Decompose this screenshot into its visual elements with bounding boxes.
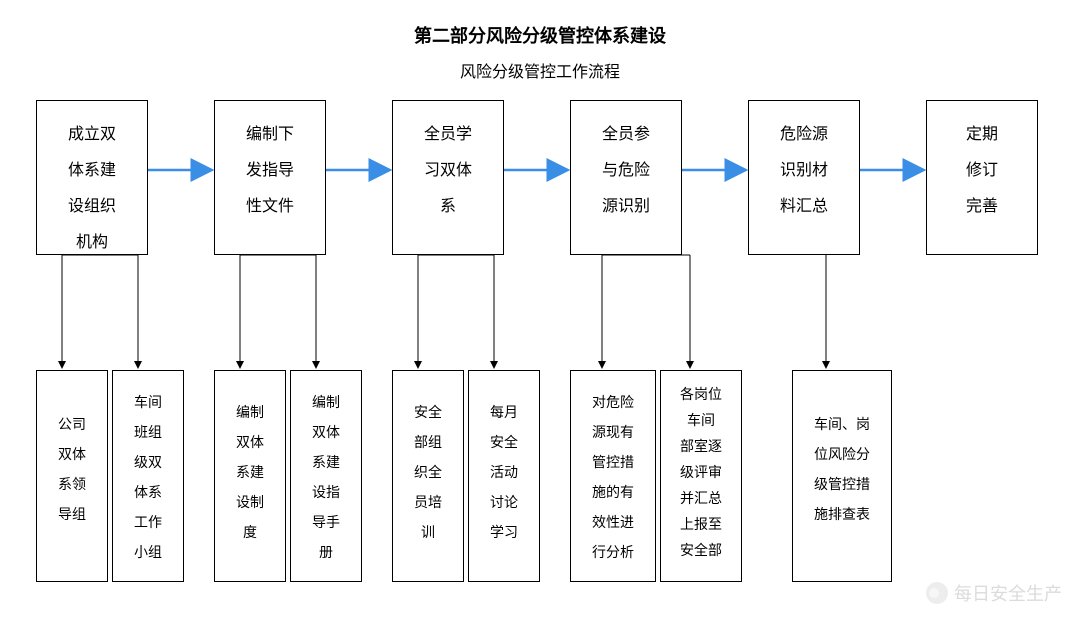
flow-node-line: 上报至: [680, 513, 722, 539]
flow-node-line: 体系建: [68, 153, 116, 189]
flow-node-line: 双体: [236, 429, 264, 459]
flow-node-line: 全员学: [424, 117, 472, 153]
flow-node-line: 系建: [312, 449, 340, 479]
flow-node: 编制双体系建设制度: [214, 370, 286, 582]
flow-node: 编制下发指导性文件: [214, 100, 326, 255]
flow-node: 车间、岗位风险分级管控措施排查表: [792, 370, 892, 582]
page-title: 第二部分风险分级管控体系建设: [0, 22, 1080, 48]
flow-node-line: 编制: [236, 399, 264, 429]
flow-node-line: 车间、岗: [814, 411, 870, 441]
flow-node-line: 训: [421, 519, 435, 549]
flow-node-line: 系: [440, 189, 456, 225]
flow-node-line: 系领: [58, 471, 86, 501]
flow-node-line: 度: [243, 519, 257, 549]
flow-node-line: 行分析: [592, 539, 634, 569]
flow-node-line: 机构: [76, 225, 108, 261]
flow-node-line: 双体: [312, 419, 340, 449]
flow-node-line: 源现有: [592, 419, 634, 449]
flow-node: 编制双体系建设指导手册: [290, 370, 362, 582]
flow-node-line: 员培: [414, 489, 442, 519]
flow-node-line: 施排查表: [814, 501, 870, 531]
flow-node-line: 设制: [236, 489, 264, 519]
flow-node-line: 班组: [134, 419, 162, 449]
watermark: 每日安全生产: [926, 580, 1062, 606]
flow-node-line: 效性进: [592, 509, 634, 539]
flow-node-line: 并汇总: [680, 487, 722, 513]
flow-node-line: 各岗位: [680, 383, 722, 409]
flow-node-line: 定期: [966, 117, 998, 153]
flow-node-line: 体系: [134, 479, 162, 509]
flow-node-line: 讨论: [490, 489, 518, 519]
flow-node-line: 导组: [58, 501, 86, 531]
flow-node-line: 危险源: [780, 117, 828, 153]
flow-node: 公司双体系领导组: [36, 370, 108, 582]
flow-node-line: 册: [319, 539, 333, 569]
flow-node-line: 安全: [490, 429, 518, 459]
flow-node-line: 级管控措: [814, 471, 870, 501]
flow-node-line: 位风险分: [814, 441, 870, 471]
flow-node-line: 工作: [134, 509, 162, 539]
flow-node: 安全部组织全员培训: [392, 370, 464, 582]
flow-node-line: 完善: [966, 189, 998, 225]
flow-node: 定期修订完善: [926, 100, 1038, 255]
flow-node-line: 双体: [58, 441, 86, 471]
flow-node: 成立双体系建设组织机构: [36, 100, 148, 255]
flow-node-line: 系建: [236, 459, 264, 489]
flow-node-line: 织全: [414, 459, 442, 489]
flow-node: 全员学习双体系: [392, 100, 504, 255]
flow-node-line: 安全部: [680, 539, 722, 565]
flow-node-line: 修订: [966, 153, 998, 189]
flow-node-line: 全员参: [602, 117, 650, 153]
flow-node-line: 性文件: [246, 189, 294, 225]
watermark-text: 每日安全生产: [954, 580, 1062, 606]
flow-node-line: 源识别: [602, 189, 650, 225]
flow-node-line: 导手: [312, 509, 340, 539]
flow-node-line: 设组织: [68, 189, 116, 225]
flow-node-line: 公司: [58, 411, 86, 441]
wechat-icon: [926, 582, 948, 604]
flow-node: 车间班组级双体系工作小组: [112, 370, 184, 582]
flow-node: 危险源识别材料汇总: [748, 100, 860, 255]
page-subtitle: 风险分级管控工作流程: [0, 58, 1080, 82]
flow-node-line: 小组: [134, 539, 162, 569]
flow-node-line: 识别材: [780, 153, 828, 189]
flow-node-line: 级双: [134, 449, 162, 479]
flow-node-line: 每月: [490, 399, 518, 429]
flow-node-line: 车间: [687, 409, 715, 435]
flow-node-line: 习双体: [424, 153, 472, 189]
flow-node-line: 管控措: [592, 449, 634, 479]
flow-node-line: 学习: [490, 519, 518, 549]
flow-node-line: 成立双: [68, 117, 116, 153]
flow-node-line: 与危险: [602, 153, 650, 189]
flow-node: 各岗位车间部室逐级评审并汇总上报至安全部: [660, 370, 742, 582]
flow-node-line: 对危险: [592, 389, 634, 419]
flow-node-line: 编制: [312, 389, 340, 419]
flow-node-line: 活动: [490, 459, 518, 489]
flow-node-line: 部室逐: [680, 435, 722, 461]
flow-node-line: 级评审: [680, 461, 722, 487]
flow-node: 全员参与危险源识别: [570, 100, 682, 255]
flow-node-line: 编制下: [246, 117, 294, 153]
flow-node: 每月安全活动讨论学习: [468, 370, 540, 582]
flow-node-line: 安全: [414, 399, 442, 429]
flow-node: 对危险源现有管控措施的有效性进行分析: [570, 370, 656, 582]
flow-node-line: 发指导: [246, 153, 294, 189]
flow-node-line: 部组: [414, 429, 442, 459]
flow-node-line: 设指: [312, 479, 340, 509]
flow-node-line: 车间: [134, 389, 162, 419]
flow-node-line: 料汇总: [780, 189, 828, 225]
flow-node-line: 施的有: [592, 479, 634, 509]
